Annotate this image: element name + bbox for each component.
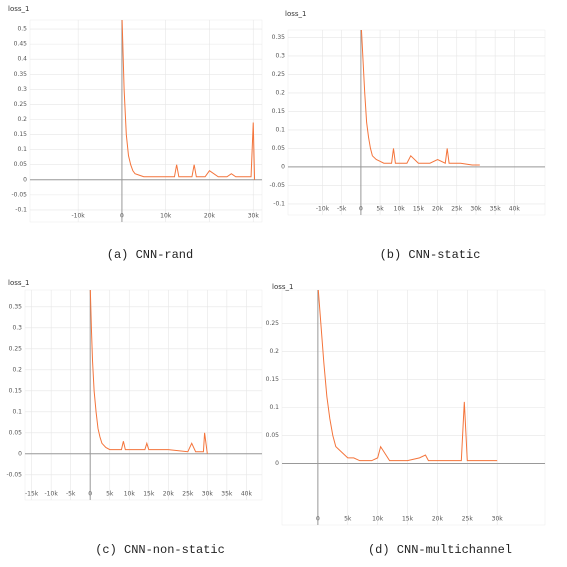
loss-line [89,290,208,454]
y-tick-label: 0.2 [12,366,22,373]
x-tick-label: 25k [462,516,474,523]
x-tick-label: 20k [432,206,444,213]
y-tick-label: 0.35 [272,34,286,41]
x-tick-label: 40k [241,491,253,498]
plot-area [360,30,480,166]
x-tick-label: 20k [163,491,175,498]
plot-area [121,20,256,180]
x-tick-label: -10k [316,206,330,213]
y-tick-label: 0.05 [9,429,23,436]
y-tick-label: 0.4 [17,56,27,63]
x-tick-label: -10k [45,491,59,498]
x-tick-label: -5k [337,206,347,213]
x-tick-label: 15k [413,206,425,213]
y-tick-label: 0.05 [14,161,28,168]
y-tick-label: 0.25 [272,71,286,78]
y-tick-label: 0 [18,450,22,457]
y-tick-label: -0.1 [15,206,27,213]
y-tick-label: 0.25 [14,101,28,108]
x-tick-label: -5k [66,491,76,498]
caption: (a) CNN-rand [107,248,193,262]
x-tick-label: 15k [402,516,414,523]
y-tick-label: 0.5 [17,26,27,33]
y-tick-label: 0.25 [9,345,23,352]
y-tick-label: 0 [23,176,27,183]
chart-title: loss_1 [285,10,306,18]
y-tick-label: 0 [281,163,285,170]
caption: (c) CNN-non-static [95,543,225,557]
y-tick-label: 0.1 [275,126,285,133]
y-tick-label: -0.1 [273,200,285,207]
y-tick-label: 0.1 [12,408,22,415]
plot-area [89,290,208,454]
x-tick-label: 5k [106,491,114,498]
x-tick-label: 15k [143,491,155,498]
caption: (d) CNN-multichannel [368,543,512,557]
y-tick-label: 0.15 [9,387,23,394]
x-tick-label: 30k [202,491,214,498]
x-tick-label: 5k [376,206,384,213]
chart-title: loss_1 [8,279,29,287]
y-tick-label: 0.35 [9,303,23,310]
x-tick-label: 30k [470,206,482,213]
x-tick-label: 20k [432,516,444,523]
x-tick-label: 10k [394,206,406,213]
x-tick-label: 40k [509,206,521,213]
y-tick-label: 0.2 [275,89,285,96]
loss-line [317,290,498,462]
y-tick-label: 0 [275,460,279,467]
y-tick-label: -0.05 [269,182,285,189]
x-tick-label: 25k [182,491,194,498]
loss-line [360,30,480,166]
plot-frame [287,29,546,216]
y-tick-label: 0.35 [14,71,28,78]
chart-panel: loss_1 0.5 0.45 0.4 0.35 0.3 0.25 0.2 0.15 0.1 0.0… [8,5,263,262]
plot-frame [24,289,263,501]
x-tick-label: -10k [72,213,86,220]
y-tick-label: 0.3 [275,52,285,59]
y-tick-label: -0.05 [6,471,22,478]
plot-area [317,290,498,462]
y-tick-label: 0.3 [12,324,22,331]
y-tick-label: 0.05 [272,145,286,152]
y-tick-label: 0.45 [14,41,28,48]
y-tick-label: 0.25 [266,320,280,327]
chart-panel: loss_1 0.35 0.3 0.25 0.2 0.15 0.1 0.05 0 -0.05 -15… [6,279,263,557]
x-tick-label: 30k [492,516,504,523]
y-tick-label: 0.2 [17,116,27,123]
chart-title: loss_1 [8,5,29,13]
x-tick-label: 30k [248,213,260,220]
x-tick-label: -15k [25,491,39,498]
x-tick-label: 25k [451,206,463,213]
x-tick-label: 5k [344,516,352,523]
y-tick-label: 0.15 [266,376,280,383]
x-tick-label: 10k [124,491,136,498]
x-tick-label: 10k [160,213,172,220]
x-tick-label: 10k [372,516,384,523]
caption: (b) CNN-static [380,248,481,262]
x-tick-label: 20k [204,213,216,220]
chart-title: loss_1 [272,283,293,291]
y-tick-label: 0.15 [14,131,28,138]
y-tick-label: 0.1 [269,404,279,411]
loss-line [121,20,256,180]
chart-panel: loss_1 0.35 0.3 0.25 0.2 0.15 0.1 0.05 0 -0.05 -0.… [269,10,546,262]
x-tick-label: 35k [221,491,233,498]
x-tick-label: 35k [490,206,502,213]
plot-frame [29,19,263,223]
chart-panel: loss_10.250.20.150.10.05005k10k15k20k25k… [266,283,546,557]
y-tick-label: 0.15 [272,108,286,115]
y-tick-label: 0.3 [17,86,27,93]
y-tick-label: 0.05 [266,432,280,439]
y-tick-label: -0.05 [11,191,27,198]
y-tick-label: 0.2 [269,348,279,355]
y-tick-label: 0.1 [17,146,27,153]
